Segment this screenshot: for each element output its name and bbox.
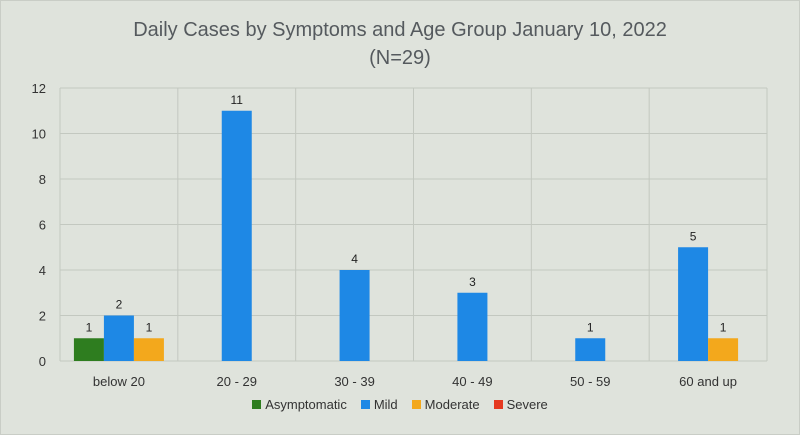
legend-item-mild: Mild	[360, 397, 398, 412]
bar-mild	[103, 315, 134, 361]
chart-legend: Asymptomatic Mild Moderate Severe	[0, 397, 800, 412]
legend-swatch	[493, 400, 503, 409]
chart-subtitle: (N=29)	[369, 47, 431, 69]
y-tick-label: 12	[32, 81, 46, 96]
legend-swatch	[252, 400, 262, 409]
legend-item-moderate: Moderate	[411, 397, 480, 412]
data-label: 2	[116, 298, 123, 312]
bar-asymptomatic	[73, 338, 104, 361]
y-tick-label: 0	[39, 354, 46, 369]
data-label: 3	[469, 275, 476, 289]
legend-label: Mild	[373, 397, 398, 412]
data-label: 11	[231, 93, 244, 107]
data-label: 5	[690, 229, 697, 243]
legend-swatch	[360, 400, 370, 409]
legend-label: Severe	[506, 397, 548, 412]
data-label: 1	[720, 320, 727, 334]
bar-mild	[678, 247, 709, 361]
x-tick-label: below 20	[93, 374, 145, 389]
chart-title: Daily Cases by Symptoms and Age Group Ja…	[133, 19, 667, 41]
x-tick-label: 50 - 59	[570, 374, 610, 389]
y-tick-label: 4	[39, 263, 46, 278]
x-tick-label: 40 - 49	[452, 374, 492, 389]
bar-moderate	[708, 338, 739, 361]
y-tick-label: 2	[39, 309, 46, 324]
legend-item-severe: Severe	[493, 397, 548, 412]
bar-mild	[575, 338, 606, 361]
y-tick-label: 6	[39, 218, 46, 233]
bar-mild	[339, 270, 370, 361]
bar-mild	[221, 110, 252, 361]
data-label: 1	[86, 320, 93, 334]
y-tick-label: 10	[32, 127, 46, 142]
legend-swatch	[411, 400, 421, 409]
x-tick-label: 20 - 29	[217, 374, 257, 389]
bar-mild	[457, 292, 488, 361]
legend-item-asymptomatic: Asymptomatic	[252, 397, 347, 412]
x-tick-label: 30 - 39	[334, 374, 374, 389]
data-label: 4	[351, 252, 358, 266]
legend-label: Asymptomatic	[265, 397, 347, 412]
legend-label: Moderate	[424, 397, 480, 412]
y-tick-label: 8	[39, 172, 46, 187]
data-label: 1	[146, 320, 153, 334]
bar-moderate	[133, 338, 164, 361]
data-label: 1	[587, 320, 594, 334]
x-tick-label: 60 and up	[679, 374, 737, 389]
chart-title-block: Daily Cases by Symptoms and Age Group Ja…	[0, 16, 800, 72]
